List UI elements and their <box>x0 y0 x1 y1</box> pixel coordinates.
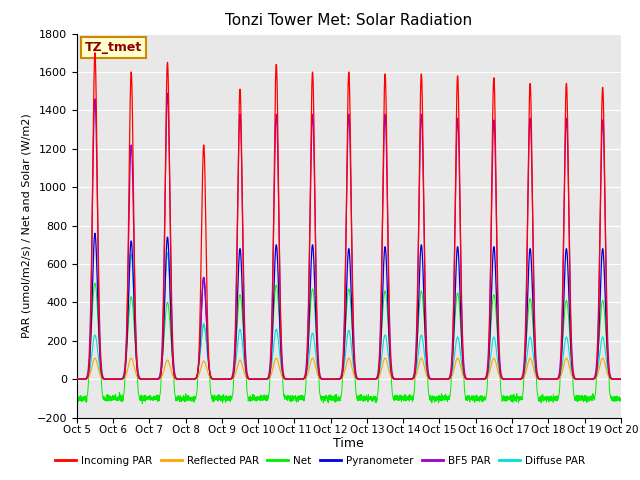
Legend: Incoming PAR, Reflected PAR, Net, Pyranometer, BF5 PAR, Diffuse PAR: Incoming PAR, Reflected PAR, Net, Pyrano… <box>51 452 589 470</box>
Text: TZ_tmet: TZ_tmet <box>85 41 142 54</box>
Title: Tonzi Tower Met: Solar Radiation: Tonzi Tower Met: Solar Radiation <box>225 13 472 28</box>
Y-axis label: PAR (umol/m2/s) / Net and Solar (W/m2): PAR (umol/m2/s) / Net and Solar (W/m2) <box>21 113 31 338</box>
X-axis label: Time: Time <box>333 437 364 450</box>
